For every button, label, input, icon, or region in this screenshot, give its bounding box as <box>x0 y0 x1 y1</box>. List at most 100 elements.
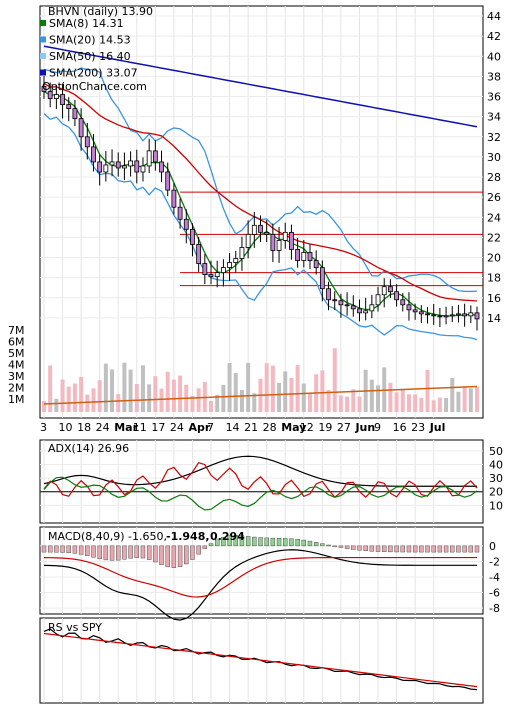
ticker-label: BHVN (daily) 13.90 <box>48 5 153 18</box>
candle-body <box>177 206 183 220</box>
macd-histogram-bar <box>227 535 232 547</box>
macd-histogram-bar <box>264 537 269 547</box>
x-tick-label: 7 <box>207 421 214 434</box>
candle-body <box>456 313 461 316</box>
x-tick-label: May <box>281 421 306 434</box>
volume-bar <box>246 362 251 412</box>
macd-axis-label: -2 <box>489 555 500 568</box>
macd-histogram-bar <box>239 535 245 547</box>
sma8-legend-swatch <box>40 20 46 26</box>
candle-body <box>208 274 214 278</box>
volume-bar <box>431 400 436 412</box>
candle-body <box>338 300 344 306</box>
volume-bar <box>48 365 53 412</box>
candle-body <box>468 312 474 317</box>
volume-bar <box>239 390 244 412</box>
volume-bar <box>165 371 170 412</box>
x-tick-label: Apr <box>188 421 210 434</box>
candle-body <box>91 146 96 163</box>
macd-histogram-bar <box>400 545 405 553</box>
macd-histogram-bar <box>85 545 90 556</box>
adx-label: ADX(14) 26.96 <box>48 442 129 455</box>
price-axis-label: 32 <box>487 131 501 144</box>
sma200-line <box>43 45 478 128</box>
candle-body <box>84 136 90 148</box>
macd-histogram-bar <box>47 545 53 553</box>
candle-body <box>72 108 78 120</box>
candle-body <box>97 161 103 173</box>
adx-axis-label: 50 <box>489 445 503 458</box>
macd-histogram-bar <box>276 538 282 547</box>
price-axis-label: 24 <box>487 211 501 224</box>
price-axis-label: 42 <box>487 30 501 43</box>
macd-histogram-bar <box>122 545 127 560</box>
volume-bar <box>413 394 418 412</box>
candle-body <box>41 86 47 92</box>
candle-body <box>381 286 387 296</box>
volume-bar <box>406 394 411 412</box>
bollinger-lower <box>43 113 478 341</box>
volume-bar <box>233 373 238 412</box>
x-tick-label: 21 <box>244 421 258 434</box>
x-tick-label: 17 <box>151 421 165 434</box>
macd-histogram-bar <box>295 539 300 547</box>
candle-body <box>301 252 307 261</box>
x-tick-label: 18 <box>77 421 91 434</box>
macd-histogram-bar <box>109 545 115 561</box>
candle-body <box>140 165 146 173</box>
macd-histogram-bar <box>202 545 208 549</box>
price-axis-label: 18 <box>487 272 501 285</box>
candle-body <box>375 294 381 306</box>
candle-body <box>449 314 455 317</box>
candle-body <box>474 312 480 320</box>
price-axis-label: 16 <box>487 292 501 305</box>
price-axis-label: 34 <box>487 111 501 124</box>
macd-histogram-bar <box>456 545 461 553</box>
macd-histogram-bar <box>419 545 424 553</box>
volume-bar <box>147 384 152 412</box>
macd-axis-label: -6 <box>489 587 500 600</box>
macd-histogram-bar <box>382 545 387 552</box>
macd-histogram-bar <box>450 545 455 553</box>
candle-body <box>202 263 208 276</box>
x-tick-label: Jul <box>429 421 446 434</box>
macd-histogram-bar <box>116 545 121 561</box>
macd-histogram-bar <box>425 545 430 553</box>
candle-body <box>264 231 270 235</box>
macd-histogram-bar <box>214 539 220 547</box>
macd-histogram-bar <box>437 545 443 553</box>
candle-body <box>276 240 282 251</box>
candle-body <box>258 224 263 233</box>
volume-bar <box>462 386 467 412</box>
legend-sma20: SMA(20) 14.53 <box>49 34 131 47</box>
price-axis-label: 36 <box>487 91 501 104</box>
macd-histogram-bar <box>301 539 306 547</box>
candle-body <box>122 165 127 169</box>
macd-histogram-bar <box>233 535 238 547</box>
macd-histogram-bar <box>184 545 189 565</box>
x-tick-label: 16 <box>393 421 407 434</box>
macd-histogram-bar <box>60 545 65 553</box>
adx-axis-label: 40 <box>489 458 503 471</box>
macd-histogram-bar <box>128 545 133 559</box>
volume-bar <box>338 395 343 412</box>
candle-body <box>134 160 140 173</box>
candle-body <box>183 218 189 230</box>
volume-axis-label: 3M <box>8 370 25 383</box>
candle-body <box>196 244 202 264</box>
candle-body <box>227 262 232 268</box>
volume-bar <box>190 395 195 412</box>
macd-histogram-bar <box>97 545 102 559</box>
volume-bar <box>264 363 269 412</box>
volume-axis-label: 6M <box>8 336 25 349</box>
candle-body <box>146 150 152 167</box>
volume-bar <box>91 388 96 412</box>
candle-body <box>270 233 276 251</box>
volume-bar <box>301 383 306 412</box>
volume-bar <box>283 371 288 412</box>
candle-body <box>289 231 294 250</box>
candle-body <box>437 315 443 318</box>
x-tick-label: 3 <box>40 421 47 434</box>
volume-axis-label: 2M <box>8 382 25 395</box>
